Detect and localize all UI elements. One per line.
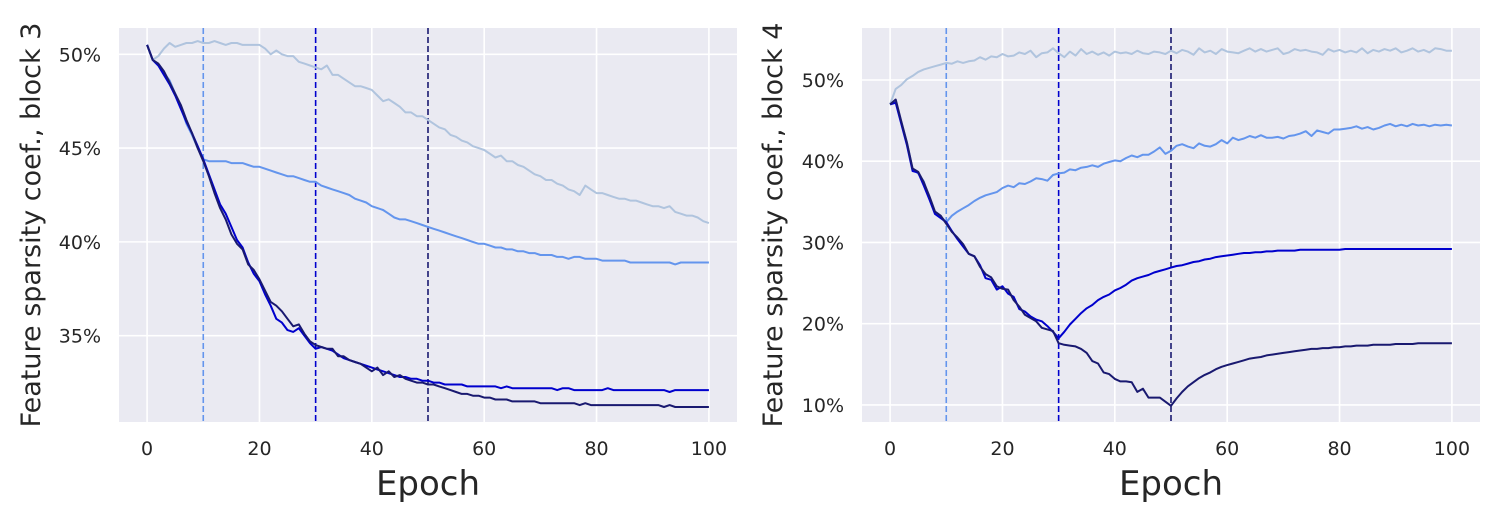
y-tick-label: 40% [59, 232, 101, 254]
y-tick-label: 50% [59, 44, 101, 66]
y-tick-label: 30% [802, 232, 844, 254]
x-tick-label: 80 [1327, 438, 1351, 460]
threshold-lines [945, 28, 1172, 422]
series-lines [146, 40, 710, 408]
chart-panel-right: 0 20 40 60 80 100 10% 20% 30% 40% 50% Epoch Featu… [758, 23, 1480, 504]
series-line [146, 44, 709, 266]
series-line [146, 44, 709, 393]
series-line [146, 40, 710, 225]
grid-lines [862, 28, 1480, 422]
y-tick-label: 50% [802, 70, 844, 92]
y-tick-labels: 10% 20% 30% 40% 50% [802, 70, 844, 417]
x-tick-label: 0 [884, 438, 896, 460]
y-tick-label: 10% [802, 395, 844, 417]
x-tick-label: 20 [990, 438, 1014, 460]
x-tick-labels: 0 20 40 60 80 100 [884, 438, 1470, 460]
y-tick-label: 45% [59, 138, 101, 160]
threshold-lines [202, 28, 429, 422]
x-axis-label: Epoch [1119, 464, 1223, 504]
x-tick-label: 40 [1103, 438, 1127, 460]
x-tick-label: 80 [584, 438, 608, 460]
chart-panel-left: 0 20 40 60 80 100 35% 40% 45% 50% Epoch Feature … [16, 23, 737, 504]
series-line [889, 101, 1452, 340]
x-tick-label: 0 [141, 438, 153, 460]
x-tick-label: 20 [247, 438, 271, 460]
series-line [889, 98, 1452, 407]
y-axis-label: Feature sparsity coef., block 3 [16, 23, 47, 428]
series-line [889, 100, 1453, 224]
x-tick-label: 60 [472, 438, 496, 460]
x-tick-label: 60 [1215, 438, 1239, 460]
y-tick-label: 40% [802, 151, 844, 173]
x-tick-labels: 0 20 40 60 80 100 [141, 438, 727, 460]
x-tick-label: 100 [1434, 438, 1470, 460]
series-line [146, 44, 709, 408]
y-tick-label: 20% [802, 314, 844, 336]
y-tick-labels: 35% 40% 45% 50% [59, 44, 101, 347]
y-tick-label: 35% [59, 326, 101, 348]
y-axis-label: Feature sparsity coef., block 4 [758, 23, 789, 428]
x-tick-label: 40 [360, 438, 384, 460]
x-axis-label: Epoch [376, 464, 480, 504]
grid-lines [119, 28, 737, 422]
x-tick-label: 100 [691, 438, 727, 460]
series-lines [889, 47, 1453, 407]
series-line [889, 47, 1452, 105]
